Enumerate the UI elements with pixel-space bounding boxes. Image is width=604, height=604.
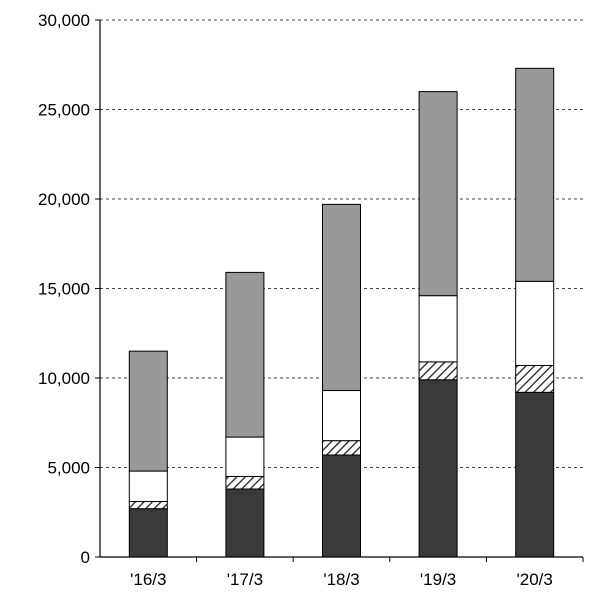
bar-segment-s0-2	[322, 454, 361, 558]
bar-segment-s2-1	[225, 436, 265, 477]
bar-segment-s1-4	[515, 364, 555, 393]
x-axis-tick-labels: '16/3 '17/3 '18/3 '19/3 '20/3	[130, 570, 553, 589]
bar-segment-s1-2	[322, 440, 361, 456]
bar-segment-s3-0	[128, 350, 168, 472]
bar-segment-s3-3	[418, 91, 458, 297]
bars	[128, 67, 555, 558]
bar-segment-s0-3	[418, 379, 458, 558]
y-tick-label: 15,000	[38, 280, 90, 299]
y-axis-tick-labels: 0 5,000 10,000 15,000 20,000 25,000 30,000	[38, 11, 90, 567]
axes	[95, 19, 584, 562]
bar-segment-s2-4	[515, 280, 555, 366]
y-tick-label: 20,000	[38, 190, 90, 209]
bar-segment-s3-1	[225, 271, 265, 438]
bar-segment-s3-2	[322, 203, 361, 392]
x-tick-label: '16/3	[130, 570, 166, 589]
y-tick-label: 5,000	[47, 459, 90, 478]
x-tick-label: '19/3	[420, 570, 456, 589]
x-tick-label: '17/3	[227, 570, 263, 589]
y-tick-label: 0	[81, 548, 90, 567]
y-tick-label: 10,000	[38, 369, 90, 388]
x-tick-label: '18/3	[323, 570, 359, 589]
bar-segment-s1-0	[128, 501, 168, 510]
bar-segment-s1-1	[225, 475, 265, 490]
bar-segment-s0-1	[225, 488, 265, 558]
bar-segment-s0-0	[128, 508, 168, 558]
bar-segment-s1-3	[418, 361, 458, 381]
bar-segment-s2-0	[128, 470, 168, 503]
bar-segment-s0-4	[515, 391, 555, 558]
bar-segment-s3-4	[515, 67, 555, 282]
y-tick-label: 30,000	[38, 11, 90, 30]
x-tick-label: '20/3	[517, 570, 553, 589]
bar-segment-s2-2	[322, 390, 361, 442]
y-tick-label: 25,000	[38, 101, 90, 120]
bar-segment-s2-3	[418, 295, 458, 363]
